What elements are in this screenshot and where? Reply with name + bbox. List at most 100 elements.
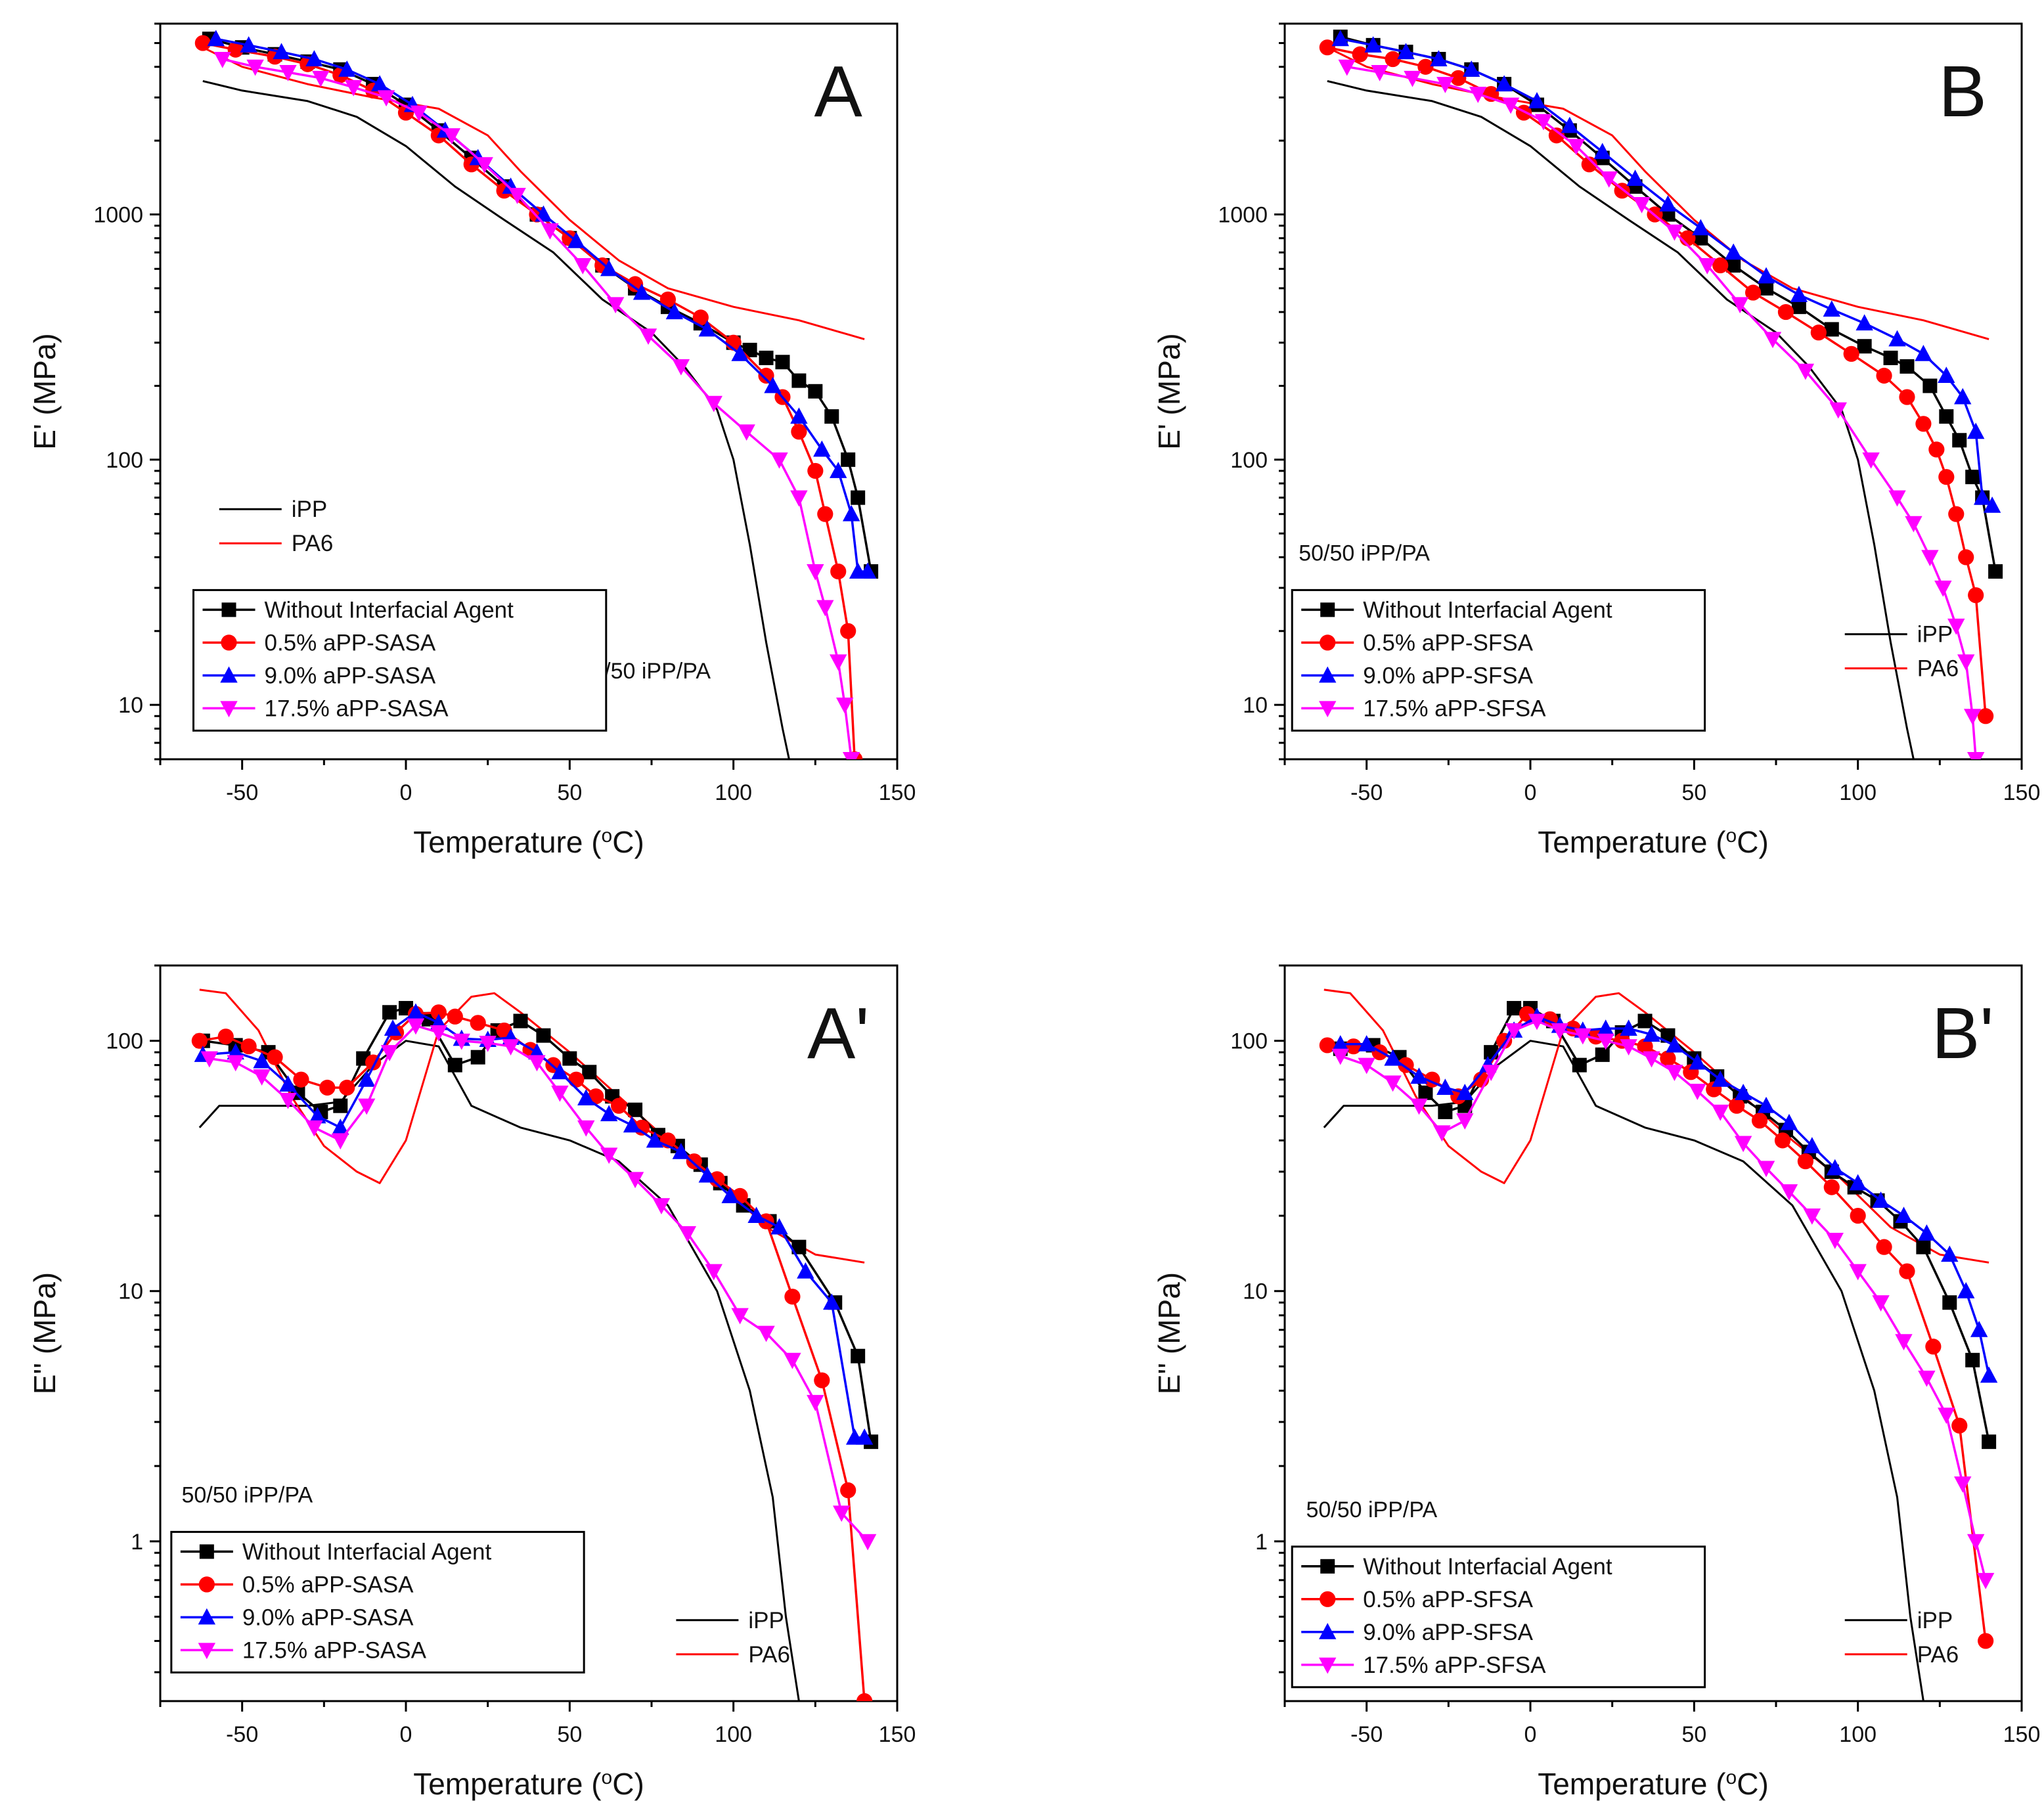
data-point xyxy=(1958,549,1974,565)
data-point xyxy=(823,1293,841,1310)
data-point xyxy=(200,1051,218,1068)
legend-marker-label: 9.0% aPP-SFSA xyxy=(1363,663,1533,688)
data-point xyxy=(1899,389,1915,405)
data-point xyxy=(790,407,808,424)
y-axis-title: E' (MPa) xyxy=(1152,333,1186,449)
data-point xyxy=(370,75,389,92)
series-line-ipp xyxy=(202,79,790,759)
data-point xyxy=(790,490,808,507)
legend-marker-symbol xyxy=(199,1544,214,1559)
data-point xyxy=(207,30,225,47)
legend-box xyxy=(1291,588,1706,732)
data-point xyxy=(840,1482,856,1499)
data-point xyxy=(1803,1137,1821,1153)
data-point xyxy=(1780,1113,1798,1130)
legend-line-label: PA6 xyxy=(748,1642,790,1668)
data-point xyxy=(1978,1633,1994,1649)
legend-marker-label: 0.5% aPP-SASA xyxy=(242,1572,414,1597)
data-point xyxy=(1404,70,1421,87)
data-point xyxy=(1857,339,1872,354)
data-point xyxy=(309,1107,326,1124)
y-axis-title: E' (MPa) xyxy=(28,333,62,449)
legend-marker-symbol xyxy=(198,1576,215,1593)
series-line-pa6 xyxy=(202,46,865,340)
data-point xyxy=(1797,1153,1813,1170)
data-point xyxy=(1952,433,1967,448)
data-point xyxy=(1659,195,1677,212)
data-point xyxy=(738,424,755,441)
data-point xyxy=(1600,171,1618,188)
data-point xyxy=(1957,1281,1975,1298)
legend-box xyxy=(1291,1545,1706,1689)
data-point xyxy=(253,1052,271,1069)
series-line-ipp xyxy=(198,1040,800,1701)
data-point xyxy=(384,1019,402,1036)
data-point xyxy=(1643,1025,1660,1042)
data-point xyxy=(305,1120,323,1137)
data-point xyxy=(1364,36,1382,53)
data-point xyxy=(731,345,749,361)
plot-area xyxy=(1319,988,1998,1701)
data-point xyxy=(1966,422,1985,439)
panel-letter: A xyxy=(814,51,863,132)
data-point xyxy=(1757,1161,1775,1178)
data-point xyxy=(1895,1334,1913,1350)
data-point xyxy=(1712,1104,1729,1121)
panel-letter: A' xyxy=(807,993,869,1074)
data-point xyxy=(830,462,847,478)
data-point xyxy=(672,359,690,376)
legend-marker-label: 17.5% aPP-SFSA xyxy=(1363,1652,1546,1678)
data-point xyxy=(1551,1023,1569,1040)
data-point xyxy=(551,1063,569,1080)
data-point xyxy=(1954,388,1972,405)
y-axis-title: E'' (MPa) xyxy=(1152,1272,1186,1394)
data-point xyxy=(380,1045,399,1061)
data-point xyxy=(698,1166,716,1183)
data-point xyxy=(1966,752,1985,759)
data-point xyxy=(1918,1224,1936,1241)
data-point xyxy=(1548,127,1565,144)
data-point xyxy=(1921,550,1939,567)
blend-annotation: 50/50 iPP/PA xyxy=(1299,541,1430,566)
data-point xyxy=(1660,1028,1676,1043)
data-point xyxy=(1947,618,1965,635)
data-point xyxy=(293,1071,309,1088)
series-line-9-0-app-sasa xyxy=(215,37,868,573)
legend-marker-symbol xyxy=(1319,701,1337,718)
data-point xyxy=(1633,197,1651,213)
data-point xyxy=(1872,1295,1890,1312)
data-point xyxy=(357,1098,376,1115)
x-tick-label: 150 xyxy=(879,780,916,805)
data-point xyxy=(1948,506,1965,522)
data-point xyxy=(430,1025,448,1042)
series-line-pa6 xyxy=(1327,46,1989,340)
data-point xyxy=(1826,1232,1844,1249)
data-point xyxy=(1469,87,1487,103)
data-point xyxy=(705,395,722,412)
panel-B-prime-loss-modulus: -50 0 50 100 150 1 10 100 Temperature (oC) E'' (M… xyxy=(1152,964,2040,1801)
y-tick-label: 1000 xyxy=(93,203,143,228)
data-point xyxy=(1968,587,1984,604)
data-point xyxy=(1849,1264,1867,1281)
data-point xyxy=(1934,581,1952,597)
y-tick-label: 10 xyxy=(1243,1279,1268,1304)
legend-line-label: iPP xyxy=(1917,1608,1953,1633)
data-point xyxy=(1561,116,1579,133)
data-point xyxy=(1528,1013,1546,1031)
data-point xyxy=(430,1004,447,1021)
x-tick-label: 50 xyxy=(1681,780,1706,805)
data-point xyxy=(1729,1097,1745,1114)
data-point xyxy=(1450,70,1467,86)
data-point xyxy=(1495,75,1513,92)
data-point xyxy=(1916,1239,1931,1254)
data-point xyxy=(470,1015,486,1031)
x-axis-title: Temperature (oC) xyxy=(1538,825,1769,860)
legend-marker-label: Without Interfacial Agent xyxy=(1363,597,1612,623)
x-tick-label: 50 xyxy=(1681,1722,1706,1747)
data-point xyxy=(626,1172,644,1189)
data-point xyxy=(1905,516,1922,533)
data-point xyxy=(1572,1057,1587,1073)
series-line-ipp xyxy=(1327,79,1915,759)
y-tick-label: 1 xyxy=(1255,1530,1268,1555)
data-point xyxy=(1888,330,1906,347)
